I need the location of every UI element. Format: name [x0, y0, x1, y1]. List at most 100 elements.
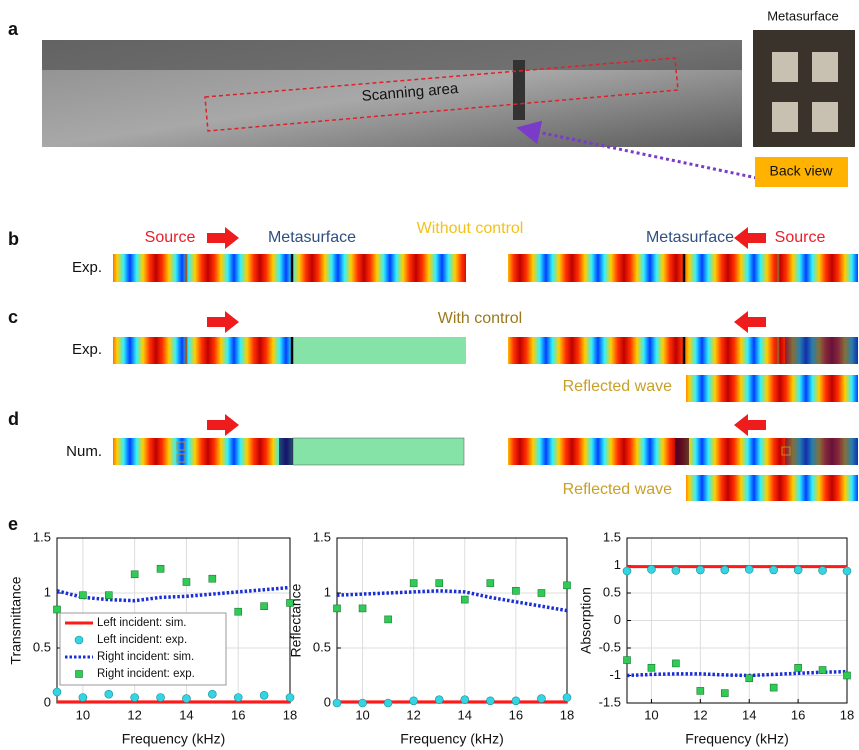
y-tick-label: 0 — [614, 612, 621, 627]
x-axis-title: Frequency (kHz) — [400, 731, 503, 747]
point — [285, 693, 295, 702]
point — [818, 566, 827, 575]
point — [78, 693, 88, 702]
field-dark — [785, 438, 858, 465]
legend: Left incident: sim. Left incident: exp. Ri… — [59, 612, 227, 686]
inset-title: Metasurface — [767, 8, 839, 23]
legend-swatch — [75, 670, 83, 678]
y-tick-label: 0.5 — [603, 584, 621, 599]
inset-part — [772, 52, 798, 82]
point — [460, 595, 469, 604]
point — [333, 604, 341, 613]
arrow-right — [207, 311, 239, 333]
field-strip — [113, 438, 293, 465]
plot-frame — [626, 537, 848, 704]
legend-label: Right incident: sim. — [97, 651, 194, 663]
panel-label: a — [8, 19, 19, 39]
point — [332, 698, 342, 708]
point — [696, 687, 705, 695]
element-mark — [176, 453, 186, 463]
y-tick-label: 1 — [614, 557, 621, 572]
panel-label: d — [8, 409, 19, 429]
arrow-right — [207, 414, 239, 436]
point — [52, 687, 62, 697]
field-strip — [686, 475, 858, 501]
condition-label: Without control — [417, 220, 524, 237]
arrow-left — [734, 311, 766, 333]
x-axis-title: Frequency (kHz) — [685, 731, 788, 747]
y-tick-label: 1.5 — [603, 529, 621, 544]
point — [358, 698, 367, 708]
point — [233, 693, 243, 702]
point — [486, 696, 495, 706]
callout-arrow — [516, 120, 758, 180]
x-tick-label: 14 — [742, 707, 756, 722]
source-label: Source — [145, 229, 196, 246]
field-strip-flat — [292, 437, 465, 466]
y-tick-label: 0.5 — [33, 639, 51, 654]
point — [769, 565, 778, 575]
point — [208, 574, 217, 583]
point — [537, 589, 546, 597]
y-axis-title: Reflectance — [288, 583, 304, 657]
x-tick-label: 12 — [693, 707, 707, 722]
y-tick-label: 0.5 — [313, 639, 331, 654]
element-mark — [176, 441, 186, 451]
point — [208, 689, 217, 699]
x-tick-label: 18 — [840, 707, 854, 722]
callout: Back view — [769, 163, 833, 179]
point — [130, 693, 139, 702]
x-axis-title: Frequency (kHz) — [122, 731, 225, 747]
x-tick-label: 14 — [458, 707, 472, 722]
x-tick-label: 14 — [179, 707, 193, 722]
inset-part — [812, 102, 838, 132]
inset-part — [772, 102, 798, 132]
point — [130, 570, 139, 579]
point — [409, 696, 418, 706]
callout-box — [755, 157, 848, 187]
arrow-left — [734, 227, 766, 249]
reflected-label: Reflected wave — [563, 481, 672, 498]
point — [259, 690, 269, 700]
arrow-right — [207, 227, 239, 249]
point — [384, 615, 392, 624]
point — [156, 564, 165, 573]
y-tick-label: 0 — [44, 694, 51, 709]
reflected-label: Reflected wave — [563, 378, 672, 395]
point — [671, 566, 681, 575]
y-axis-title: Absorption — [578, 587, 594, 654]
point — [511, 696, 521, 706]
point — [696, 565, 705, 575]
y-axis-title: Transmittance — [8, 576, 24, 664]
legend-label: Left incident: exp. — [97, 634, 187, 646]
point — [720, 689, 729, 697]
point — [623, 656, 631, 664]
field-dark — [279, 438, 293, 465]
plot-frame — [336, 537, 568, 704]
x-tick-label: 10 — [644, 707, 658, 722]
point — [79, 591, 87, 600]
point — [182, 578, 191, 586]
point — [818, 666, 827, 674]
point — [234, 607, 243, 616]
panel-label: b — [8, 229, 19, 249]
point — [156, 693, 165, 702]
row-label: Exp. — [72, 259, 102, 276]
y-tick-label: -1.5 — [599, 694, 621, 709]
panel-label: c — [8, 307, 18, 327]
point — [383, 698, 393, 708]
field-strip — [113, 337, 293, 364]
legend-swatch — [74, 635, 84, 645]
point — [769, 683, 778, 692]
point — [843, 671, 851, 680]
y-tick-label: 0 — [324, 694, 331, 709]
point — [537, 694, 546, 703]
point — [409, 579, 418, 587]
point — [622, 566, 632, 576]
point — [793, 565, 803, 575]
point — [842, 566, 852, 576]
point — [794, 663, 802, 672]
field-strip — [686, 375, 858, 402]
